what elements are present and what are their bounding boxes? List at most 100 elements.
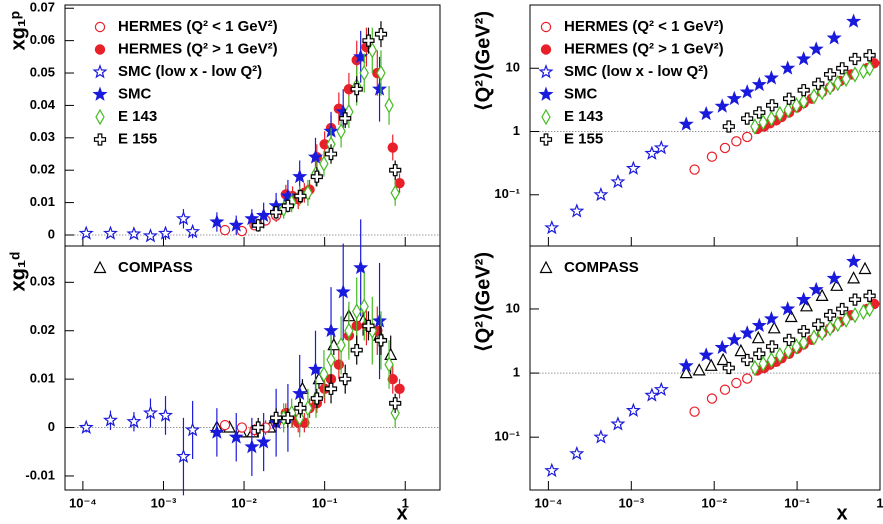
marker — [826, 30, 842, 45]
marker — [846, 13, 862, 28]
marker — [780, 60, 796, 75]
marker — [808, 41, 824, 56]
marker — [775, 346, 785, 364]
marker — [823, 68, 837, 81]
marker — [841, 70, 851, 88]
marker — [678, 116, 694, 131]
marker — [593, 186, 609, 202]
marker — [280, 188, 296, 203]
marker — [362, 34, 375, 47]
legend-label: SMC — [118, 85, 152, 102]
marker — [644, 145, 660, 160]
marker — [800, 299, 813, 312]
marker — [741, 131, 753, 143]
marker — [812, 77, 825, 90]
marker — [714, 339, 730, 355]
series — [209, 219, 388, 476]
marker — [689, 164, 700, 175]
marker — [359, 64, 369, 82]
marker — [726, 90, 742, 106]
marker — [350, 344, 363, 357]
marker — [256, 434, 272, 449]
legend-label: SMC — [564, 85, 598, 102]
series — [679, 261, 872, 379]
x-tick-label: 10⁻⁴ — [69, 495, 97, 510]
marker — [698, 347, 714, 362]
marker — [864, 60, 875, 77]
legend-label: E 155 — [118, 130, 157, 147]
marker — [739, 325, 755, 340]
marker — [384, 356, 394, 373]
marker — [847, 271, 861, 284]
marker — [324, 147, 338, 161]
marker — [797, 84, 810, 97]
series — [750, 300, 875, 377]
marker — [228, 429, 244, 444]
series — [689, 131, 753, 175]
marker — [796, 51, 812, 66]
marker — [310, 392, 323, 405]
marker — [307, 149, 324, 164]
marker — [833, 74, 843, 92]
marker — [308, 361, 323, 376]
marker — [209, 214, 225, 229]
marker — [765, 340, 779, 353]
marker — [799, 93, 809, 110]
marker — [544, 220, 560, 235]
marker — [389, 164, 402, 177]
marker — [367, 42, 377, 59]
marker — [376, 64, 386, 82]
marker — [281, 411, 294, 424]
marker — [799, 334, 809, 351]
y-tick-label: 10⁻¹ — [494, 186, 520, 201]
marker — [679, 365, 693, 379]
marker — [782, 333, 796, 346]
x-tick-label: 10⁻² — [701, 495, 727, 510]
marker — [850, 306, 860, 324]
marker — [126, 226, 142, 241]
legend-label: HERMES (Q² > 1 GeV²) — [118, 40, 278, 57]
marker — [544, 462, 560, 478]
marker — [751, 330, 765, 344]
y-tick-label: 0.02 — [30, 162, 55, 177]
legend-marker — [92, 64, 108, 79]
marker — [750, 118, 760, 135]
y-tick-label: 0.05 — [30, 64, 55, 79]
legend-label: E 143 — [118, 108, 157, 125]
marker — [593, 429, 609, 444]
marker — [244, 210, 260, 226]
marker — [716, 352, 730, 366]
marker — [815, 288, 829, 301]
legend-label: COMPASS — [564, 259, 639, 276]
marker — [387, 142, 398, 153]
marker — [766, 110, 777, 127]
marker — [353, 259, 369, 275]
marker — [767, 321, 781, 334]
marker — [209, 424, 225, 439]
marker — [758, 355, 768, 372]
marker — [846, 253, 862, 268]
marker — [219, 224, 231, 236]
marker — [236, 422, 248, 433]
marker — [782, 92, 796, 105]
y-tick-label: 0.06 — [30, 32, 55, 47]
marker — [335, 284, 351, 299]
marker — [678, 357, 694, 373]
marker — [339, 373, 352, 386]
y-axis-label: ⟨Q²⟩(GeV²) — [472, 11, 494, 112]
marker — [704, 358, 718, 371]
marker — [344, 322, 354, 339]
marker — [753, 106, 766, 119]
marker — [750, 359, 760, 377]
marker — [741, 353, 754, 367]
marker — [310, 170, 323, 183]
legend-marker — [539, 260, 553, 274]
marker — [864, 300, 875, 318]
marker — [706, 393, 718, 404]
marker — [270, 206, 283, 219]
marker — [698, 106, 714, 121]
legend-label: HERMES (Q² > 1 GeV²) — [564, 40, 724, 57]
marker — [352, 303, 362, 320]
marker — [319, 155, 329, 172]
